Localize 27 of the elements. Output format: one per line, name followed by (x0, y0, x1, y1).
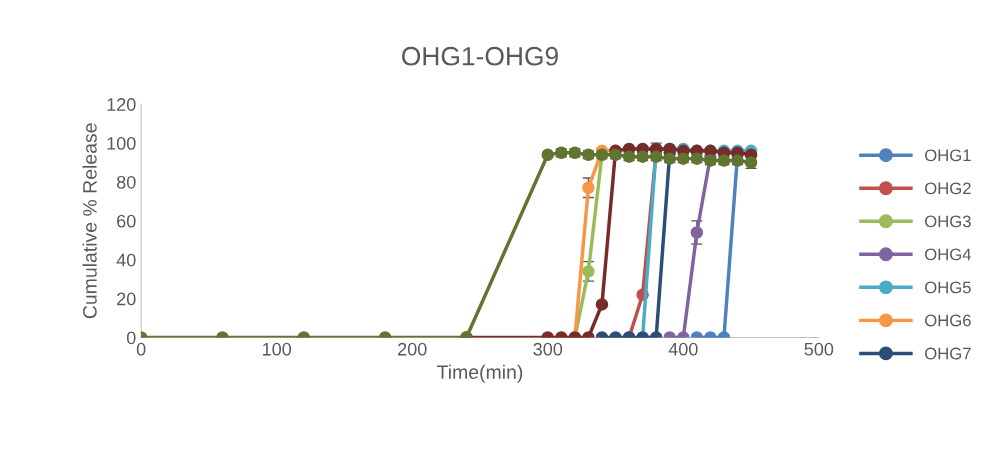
y-tick-label: 40 (116, 253, 136, 267)
y-tick-label: 20 (117, 292, 136, 306)
x-tick-label: 0 (136, 342, 146, 356)
x-tick-label: 200 (398, 342, 427, 356)
point (690, 226, 704, 239)
y-tick-label: 120 (107, 98, 136, 111)
legend-label: OHG7 (925, 347, 971, 360)
x-tick-label: 500 (804, 342, 834, 356)
legend-label: OHG5 (925, 281, 971, 294)
y-tick-label: 100 (107, 137, 136, 150)
chart-title: OHG1-OHG9 (402, 46, 558, 66)
legend-label: OHG6 (925, 314, 971, 327)
x-tick-label: 400 (668, 342, 698, 356)
y-tick-label: 60 (117, 214, 136, 228)
point (582, 265, 595, 278)
legend-label: OHG2 (925, 182, 971, 195)
legend-label: OHG1 (925, 149, 971, 162)
point (582, 181, 595, 195)
y-axis-title: Cumulative % Release (82, 123, 97, 319)
legend-label: OHG4 (925, 248, 971, 261)
x-tick-label: 300 (533, 342, 563, 356)
legend-label: OHG3 (925, 215, 971, 228)
x-tick-label: 100 (262, 342, 292, 356)
x-axis-title: Time(min) (437, 364, 523, 383)
point (541, 148, 554, 161)
y-tick-label: 0 (126, 331, 136, 345)
y-tick-label: 80 (116, 175, 136, 189)
